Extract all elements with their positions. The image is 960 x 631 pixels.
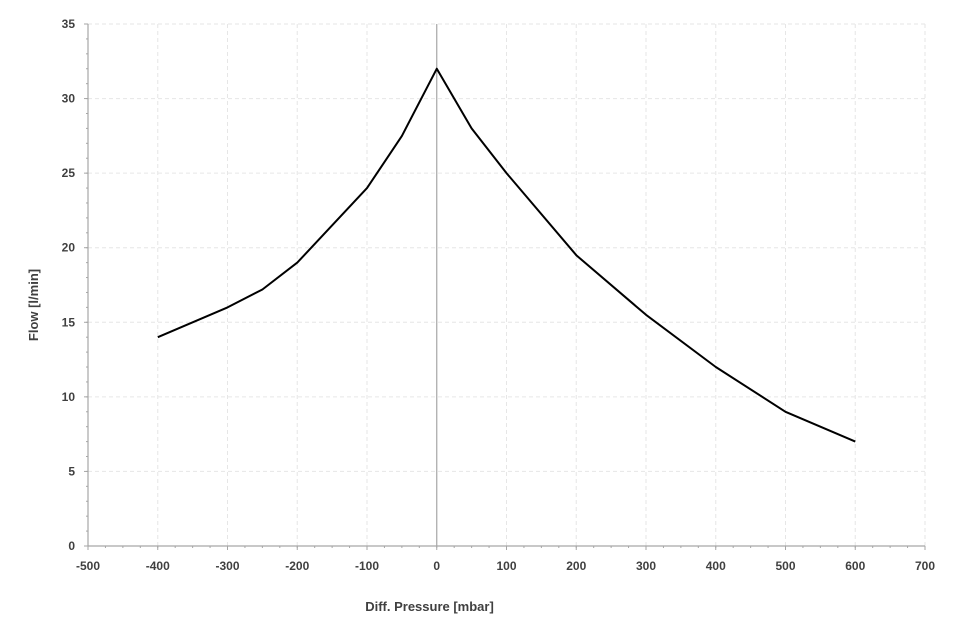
- gridlines: [88, 23, 926, 546]
- x-tick-label: -100: [355, 559, 379, 573]
- tick-labels: -500 -400 -300 -200 -100 0 100 200 300 400 500 600 7…: [62, 17, 936, 573]
- x-tick-label: -200: [285, 559, 309, 573]
- x-tick-label: 200: [566, 559, 586, 573]
- x-tick-label: 600: [845, 559, 865, 573]
- x-tick-label: 500: [775, 559, 795, 573]
- y-tick-label: 20: [62, 241, 76, 255]
- x-tick-label: 0: [433, 559, 440, 573]
- x-tick-label: -400: [146, 559, 170, 573]
- series-line-0: [157, 67, 856, 443]
- y-tick-label: 0: [68, 539, 75, 553]
- y-tick-label: 5: [68, 464, 75, 478]
- axes: [84, 23, 926, 550]
- y-axis-title: Flow [l/min]: [26, 269, 41, 341]
- x-tick-label: 300: [636, 559, 656, 573]
- x-tick-label: 700: [915, 559, 935, 573]
- y-tick-label: 35: [62, 17, 76, 31]
- y-tick-label: 25: [62, 166, 76, 180]
- x-tick-label: 400: [706, 559, 726, 573]
- x-tick-label: -300: [215, 559, 239, 573]
- series-layer: [157, 67, 856, 443]
- y-tick-label: 10: [62, 390, 76, 404]
- x-tick-label: -500: [76, 559, 100, 573]
- y-tick-label: 15: [62, 315, 76, 329]
- y-tick-label: 30: [62, 92, 76, 106]
- x-tick-label: 100: [496, 559, 516, 573]
- x-axis-title: Diff. Pressure [mbar]: [365, 599, 494, 614]
